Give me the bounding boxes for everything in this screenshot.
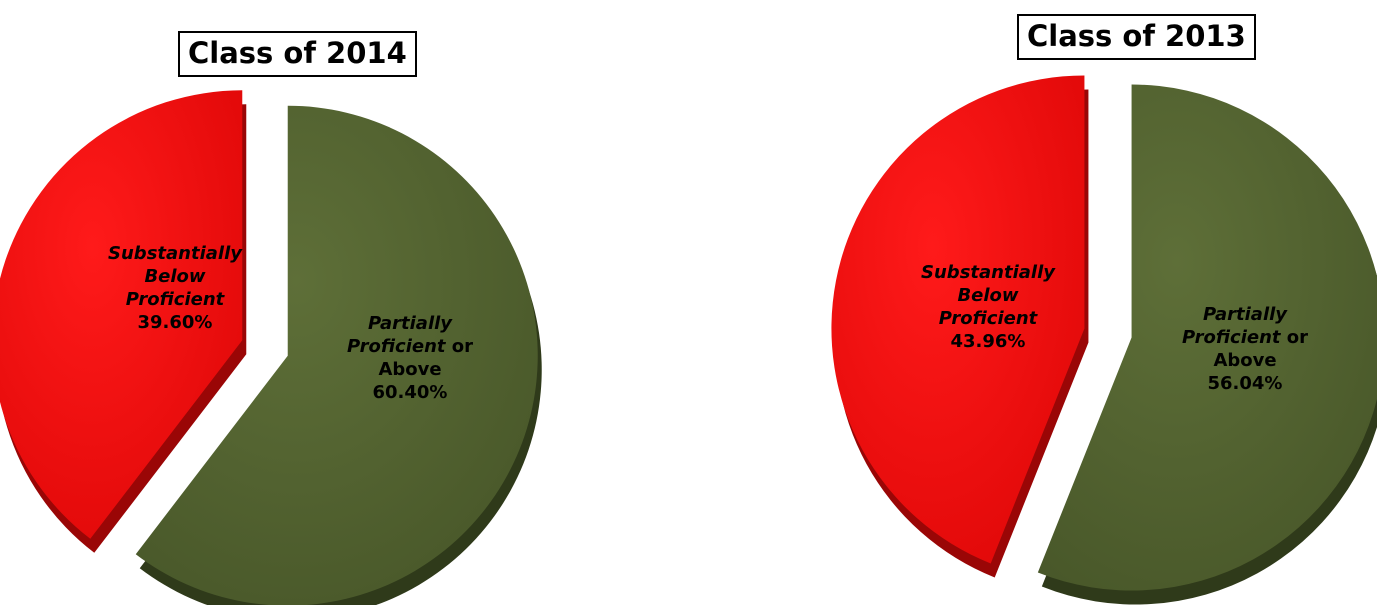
pie-slice-partially-proficient [135, 105, 538, 606]
slice-label-2013-below-proficient: Substantially Below Proficient 43.96% [878, 261, 1098, 353]
pie-slice-below-proficient [0, 90, 243, 539]
label-line: Substantially [108, 243, 242, 264]
label-line: Below [957, 285, 1019, 306]
pie-chart-2014 [0, 90, 542, 610]
label-line: or [1286, 327, 1309, 348]
slice-label-2013-partially-proficient: Partially Proficient or Above 56.04% [1165, 303, 1325, 395]
slice-value-label: 43.96% [950, 331, 1026, 352]
label-line: Substantially [921, 262, 1055, 283]
label-line: Below [144, 266, 206, 287]
chart-title-2013: Class of 2013 [1017, 14, 1256, 61]
label-line: Proficient [125, 289, 225, 310]
pie-chart-2013 [831, 75, 1377, 605]
label-line: Above [378, 359, 442, 380]
chart-title-2014: Class of 2014 [178, 31, 417, 78]
pie-slice-partially-proficient [1037, 84, 1377, 591]
slice-label-2014-below-proficient: Substantially Below Proficient 39.60% [95, 242, 255, 334]
label-line: Proficient [346, 336, 446, 357]
label-line: or [451, 336, 474, 357]
label-line: Above [1213, 350, 1277, 371]
label-line: Proficient [1181, 327, 1281, 348]
slice-value-label: 39.60% [137, 312, 213, 333]
label-line: Proficient [938, 308, 1038, 329]
label-line: Partially [1202, 304, 1288, 325]
slice-value-label: 56.04% [1207, 373, 1283, 394]
label-line: Partially [367, 313, 453, 334]
slice-value-label: 60.40% [372, 382, 448, 403]
pie-slice-below-proficient [831, 75, 1085, 564]
slice-label-2014-partially-proficient: Partially Proficient or Above 60.40% [330, 312, 490, 404]
